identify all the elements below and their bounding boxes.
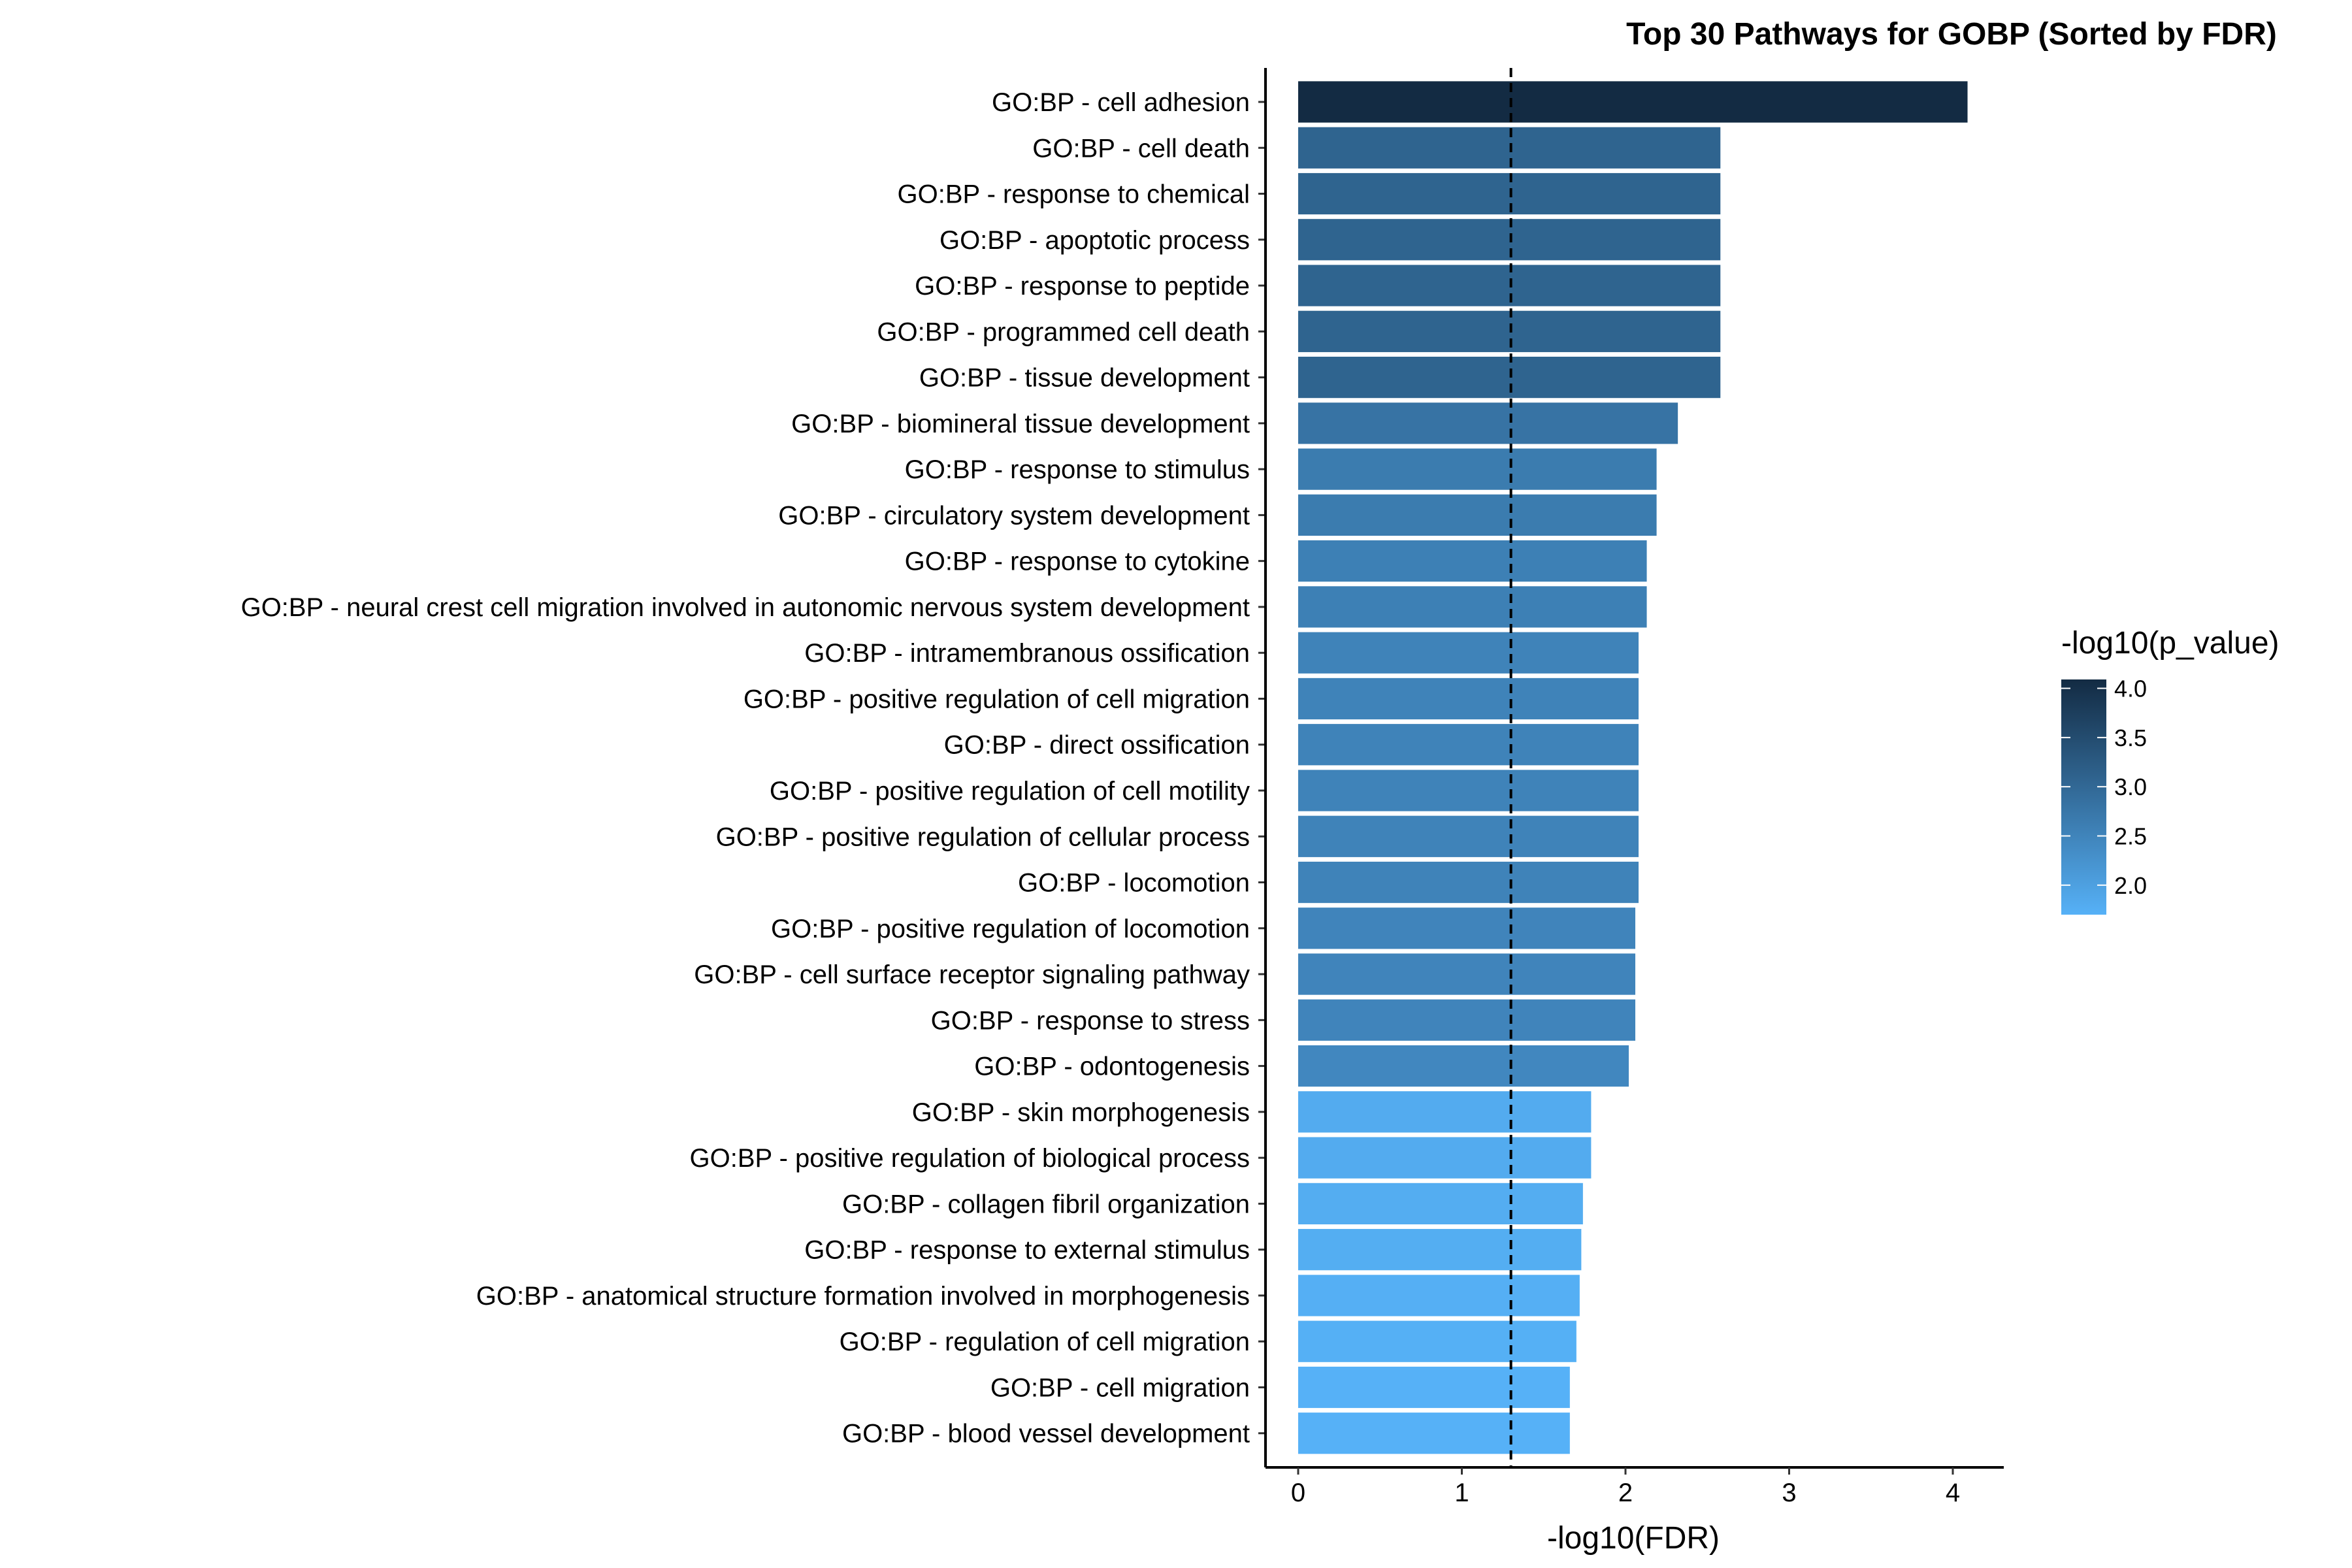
bar-10: [1298, 494, 1657, 536]
bar-1: [1298, 81, 1968, 123]
bar-30: [1298, 1413, 1570, 1454]
bar-28: [1298, 1320, 1576, 1362]
y-tick-label-21: GO:BP - response to stress: [931, 1006, 1250, 1035]
y-tick-label-18: GO:BP - locomotion: [1018, 869, 1250, 898]
x-tick-label-3: 2: [1618, 1478, 1633, 1507]
y-tick-label-5: GO:BP - response to peptide: [915, 272, 1250, 301]
bar-21: [1298, 999, 1636, 1041]
y-tick-label-11: GO:BP - response to cytokine: [905, 547, 1250, 576]
y-tick-label-2: GO:BP - cell death: [1032, 134, 1250, 163]
y-tick-label-10: GO:BP - circulatory system development: [778, 501, 1250, 530]
y-tick-label-23: GO:BP - skin morphogenesis: [912, 1098, 1250, 1127]
bar-14: [1298, 678, 1639, 720]
bar-9: [1298, 448, 1657, 490]
bar-3: [1298, 172, 1721, 215]
y-tick-label-15: GO:BP - direct ossification: [944, 731, 1250, 760]
x-axis-label: -log10(FDR): [1547, 1521, 1720, 1556]
x-tick-label-1: 0: [1291, 1478, 1305, 1507]
bar-5: [1298, 265, 1721, 306]
bar-24: [1298, 1137, 1592, 1179]
bar-11: [1298, 540, 1647, 582]
y-tick-label-9: GO:BP - response to stimulus: [905, 455, 1250, 484]
bar-13: [1298, 632, 1639, 674]
bar-16: [1298, 770, 1639, 811]
colorbar: [2061, 679, 2106, 915]
colorbar-tick-label-3: 3.0: [2114, 774, 2147, 800]
y-tick-label-25: GO:BP - collagen fibril organization: [842, 1190, 1250, 1218]
x-axis: 0 1 2 3 4: [1266, 1466, 2004, 1507]
bar-27: [1298, 1275, 1580, 1316]
bar-15: [1298, 724, 1639, 766]
y-tick-label-12: GO:BP - neural crest cell migration invo…: [241, 593, 1250, 622]
bar-19: [1298, 907, 1636, 949]
bar-4: [1298, 219, 1721, 261]
bar-26: [1298, 1229, 1582, 1271]
y-tick-label-13: GO:BP - intramembranous ossification: [804, 639, 1250, 668]
bar-2: [1298, 127, 1721, 169]
y-tick-label-17: GO:BP - positive regulation of cellular …: [716, 823, 1250, 851]
y-tick-label-27: GO:BP - anatomical structure formation i…: [476, 1282, 1250, 1311]
y-tick-label-28: GO:BP - regulation of cell migration: [840, 1328, 1250, 1356]
bar-7: [1298, 356, 1721, 399]
y-tick-label-24: GO:BP - positive regulation of biologica…: [690, 1144, 1250, 1173]
y-tick-label-20: GO:BP - cell surface receptor signaling …: [694, 960, 1250, 989]
y-tick-label-1: GO:BP - cell adhesion: [992, 88, 1250, 117]
bar-12: [1298, 586, 1647, 628]
bar-18: [1298, 861, 1639, 904]
colorbar-legend: -log10(p_value) 2.0 2.5 3.0 3.5 4.0: [2061, 626, 2279, 915]
bar-17: [1298, 815, 1639, 857]
colorbar-title: -log10(p_value): [2061, 626, 2279, 661]
colorbar-tick-label-5: 4.0: [2114, 676, 2147, 702]
bar-25: [1298, 1183, 1583, 1225]
y-tick-label-8: GO:BP - biomineral tissue development: [791, 410, 1250, 438]
x-tick-label-2: 1: [1454, 1478, 1469, 1507]
colorbar-tick-label-2: 2.5: [2114, 823, 2147, 849]
y-tick-label-14: GO:BP - positive regulation of cell migr…: [743, 685, 1250, 713]
bar-6: [1298, 310, 1721, 352]
colorbar-tick-label-4: 3.5: [2114, 725, 2147, 751]
bar-23: [1298, 1091, 1592, 1133]
y-tick-label-3: GO:BP - response to chemical: [898, 180, 1250, 209]
bar-20: [1298, 953, 1636, 995]
bar-29: [1298, 1366, 1570, 1409]
y-tick-label-7: GO:BP - tissue development: [919, 364, 1250, 393]
y-tick-label-22: GO:BP - odontogenesis: [974, 1053, 1250, 1081]
y-tick-label-30: GO:BP - blood vessel development: [842, 1420, 1250, 1448]
chart-title: Top 30 Pathways for GOBP (Sorted by FDR): [1626, 17, 2277, 52]
bar-22: [1298, 1045, 1629, 1087]
y-tick-label-29: GO:BP - cell migration: [990, 1373, 1250, 1402]
bars-group: [1298, 81, 1968, 1454]
y-axis: GO:BP - cell adhesion GO:BP - cell death G…: [241, 68, 1267, 1467]
y-tick-label-6: GO:BP - programmed cell death: [877, 318, 1250, 346]
y-tick-label-16: GO:BP - positive regulation of cell moti…: [770, 777, 1250, 806]
y-tick-label-4: GO:BP - apoptotic process: [939, 226, 1250, 255]
y-tick-label-26: GO:BP - response to external stimulus: [804, 1236, 1250, 1265]
y-tick-label-19: GO:BP - positive regulation of locomotio…: [771, 915, 1250, 943]
x-tick-label-4: 3: [1782, 1478, 1796, 1507]
x-tick-label-5: 4: [1946, 1478, 1960, 1507]
bar-8: [1298, 402, 1678, 444]
colorbar-tick-label-1: 2.0: [2114, 872, 2147, 899]
